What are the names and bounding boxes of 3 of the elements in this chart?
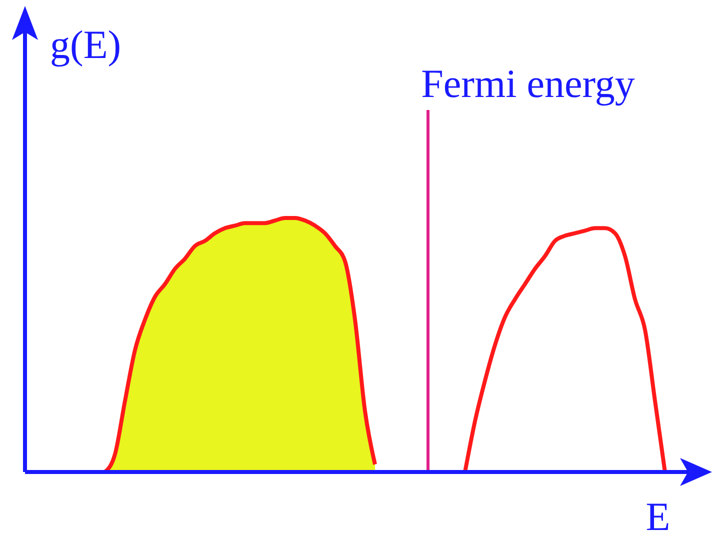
- x-axis-title: E: [646, 494, 670, 539]
- text: Fermi energy: [421, 61, 635, 106]
- y-axis-title: g(E): [50, 22, 122, 67]
